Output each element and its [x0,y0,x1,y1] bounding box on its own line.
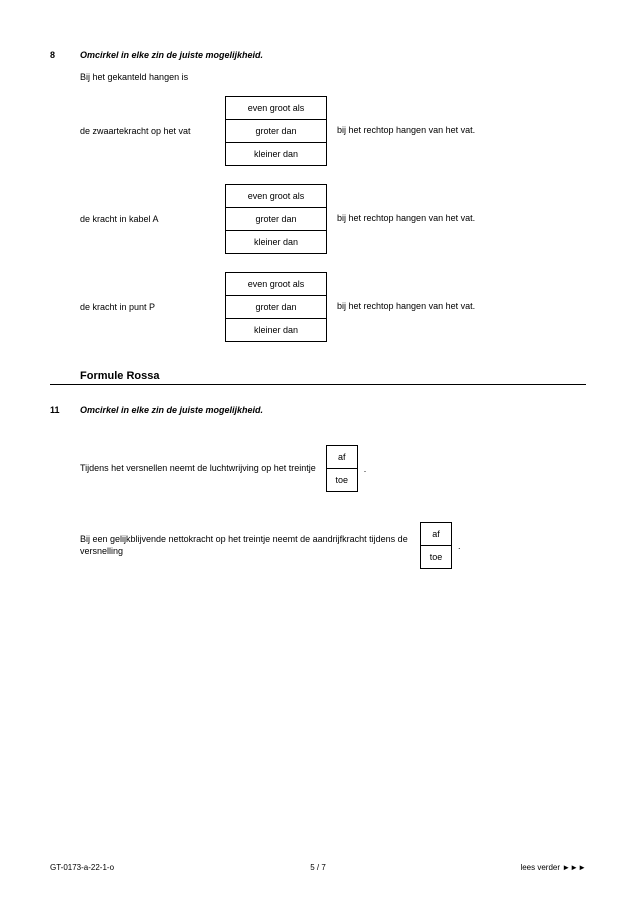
lead-text: de kracht in punt P [80,302,225,312]
question-header: 8 Omcirkel in elke zin de juiste mogelij… [50,50,586,60]
lead-text: de zwaartekracht op het vat [80,126,225,136]
inline-text: Bij een gelijkblijvende nettokracht op h… [80,534,420,557]
choice-option[interactable]: af [327,446,357,469]
choice-option[interactable]: kleiner dan [226,319,326,341]
choice-box: af toe [420,522,452,569]
question-header: 11 Omcirkel in elke zin de juiste mogeli… [50,405,586,415]
trail-text: bij het rechtop hangen van het vat. [327,301,477,313]
choice-box: even groot als groter dan kleiner dan [225,184,327,254]
choice-option[interactable]: groter dan [226,120,326,143]
choice-box: even groot als groter dan kleiner dan [225,272,327,342]
choice-option[interactable]: kleiner dan [226,231,326,253]
choice-option[interactable]: even groot als [226,273,326,296]
choice-row: de zwaartekracht op het vat even groot a… [80,96,586,166]
page-footer: GT-0173-a-22-1-o 5 / 7 lees verder ►►► [50,863,586,872]
choice-option[interactable]: even groot als [226,185,326,208]
choice-option[interactable]: kleiner dan [226,143,326,165]
choice-option[interactable]: even groot als [226,97,326,120]
question-number: 11 [50,405,80,415]
footer-page-number: 5 / 7 [310,863,326,872]
choice-option[interactable]: af [421,523,451,546]
question-instruction: Omcirkel in elke zin de juiste mogelijkh… [80,405,263,415]
question-8: 8 Omcirkel in elke zin de juiste mogelij… [50,50,586,342]
inline-choice-row: Tijdens het versnellen neemt de luchtwri… [80,445,586,492]
question-instruction: Omcirkel in elke zin de juiste mogelijkh… [80,50,263,60]
section-title: Formule Rossa [80,370,586,382]
trail-text: bij het rechtop hangen van het vat. [327,213,477,225]
trail-text: bij het rechtop hangen van het vat. [327,125,477,137]
inline-choice-row: Bij een gelijkblijvende nettokracht op h… [80,522,586,569]
choice-row: de kracht in kabel A even groot als grot… [80,184,586,254]
section-divider [50,384,586,385]
question-number: 8 [50,50,80,60]
choice-option[interactable]: toe [421,546,451,568]
choice-row: de kracht in punt P even groot als grote… [80,272,586,342]
inline-text: Tijdens het versnellen neemt de luchtwri… [80,463,326,475]
choice-option[interactable]: toe [327,469,357,491]
period: . [452,541,461,551]
footer-right: lees verder ►►► [520,863,586,872]
question-subtext: Bij het gekanteld hangen is [80,72,586,82]
question-11: 11 Omcirkel in elke zin de juiste mogeli… [50,405,586,569]
choice-option[interactable]: groter dan [226,208,326,231]
choice-box: af toe [326,445,358,492]
lead-text: de kracht in kabel A [80,214,225,224]
choice-option[interactable]: groter dan [226,296,326,319]
choice-box: even groot als groter dan kleiner dan [225,96,327,166]
period: . [358,464,367,474]
footer-left: GT-0173-a-22-1-o [50,863,114,872]
